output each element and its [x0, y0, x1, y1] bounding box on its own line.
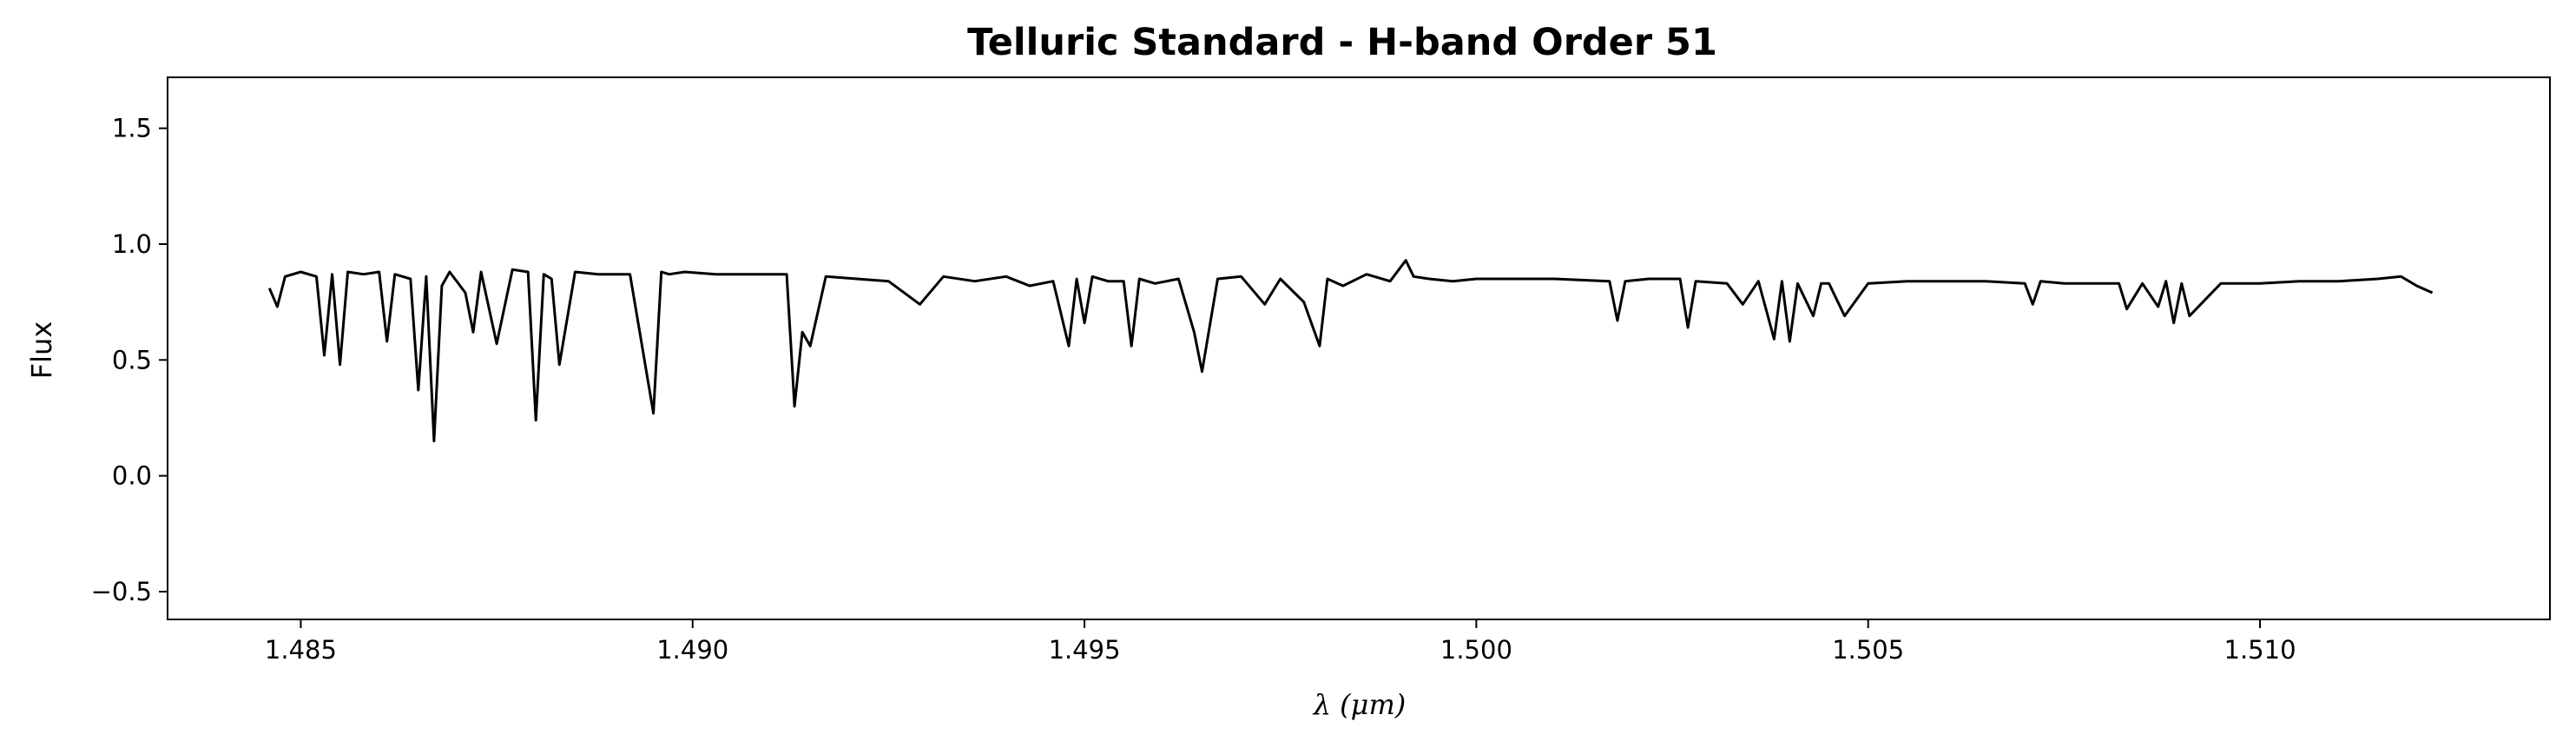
y-tick-label: 1.0: [112, 229, 152, 259]
y-tick-label: 0.5: [112, 345, 152, 374]
spectrum-line-0: [267, 259, 2434, 443]
x-tick-label: 1.500: [1440, 635, 1512, 665]
x-axis-label: λ (μm): [1312, 688, 1407, 721]
chart-title: Telluric Standard - H-band Order 51: [967, 21, 1717, 64]
x-tick-label: 1.490: [656, 635, 728, 665]
x-tick-label: 1.495: [1049, 635, 1121, 665]
axes-frame: [167, 76, 2551, 620]
y-axis: −0.5 0.0 0.5 1.0 1.5: [91, 114, 168, 606]
x-axis: 1.485 1.490 1.495 1.500 1.505 1.510: [265, 619, 2296, 665]
y-tick-label: 1.5: [112, 114, 152, 143]
x-tick-label: 1.505: [1832, 635, 1904, 665]
y-tick-label: 0.0: [112, 461, 152, 491]
x-tick-label: 1.510: [2224, 635, 2296, 665]
y-axis-label: Flux: [25, 321, 58, 380]
y-tick-label: −0.5: [91, 577, 152, 606]
plot-area: [267, 259, 2434, 443]
x-tick-label: 1.485: [265, 635, 337, 665]
